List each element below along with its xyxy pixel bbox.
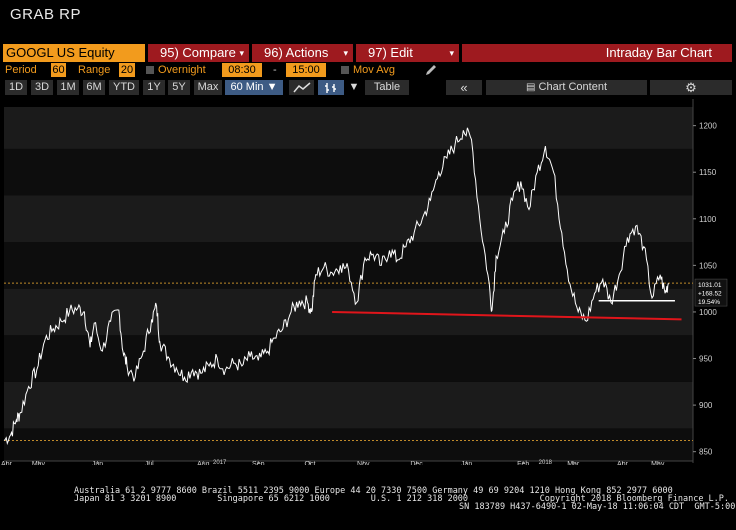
period-field[interactable]: 60 (51, 63, 66, 77)
chevron-down-icon[interactable]: ▼ (348, 81, 360, 93)
range-1d-button[interactable]: 1D (5, 80, 27, 95)
price-series-line (3, 127, 669, 446)
mov-avg-label: Mov Avg (353, 64, 395, 76)
actions-button[interactable]: 96) Actions ▾ (252, 44, 353, 62)
period-label: Period (5, 64, 37, 76)
footer-contacts-line2: Japan 81 3 3201 8900 Singapore 65 6212 1… (74, 494, 730, 504)
end-time-field[interactable]: 15:00 (286, 63, 326, 77)
x-tick-label: Oct (305, 461, 316, 465)
table-button[interactable]: Table (365, 80, 409, 95)
y-tick-label: 1200 (699, 122, 717, 131)
overnight-checkbox[interactable] (146, 66, 154, 74)
price-label-box (694, 278, 728, 307)
x-tick-label: Jan (461, 461, 472, 465)
chevron-down-icon: ▾ (449, 48, 454, 58)
grid-band (4, 242, 693, 289)
price-label-1: +168.52 (698, 291, 722, 298)
chart-type-label: Intraday Bar Chart (462, 44, 732, 62)
range-label: Range (78, 64, 111, 76)
y-tick-label: 850 (699, 448, 713, 457)
y-tick-label: 1000 (699, 308, 717, 317)
actions-label: 96) Actions (264, 45, 329, 60)
x-tick-label: Feb (517, 461, 529, 465)
edit-button[interactable]: 97) Edit ▾ (356, 44, 459, 62)
grid-band (4, 381, 693, 429)
x-tick-label: Apr (1, 461, 13, 465)
range-6m-button[interactable]: 6M (83, 80, 105, 95)
x-tick-label: Apr (617, 461, 629, 465)
overnight-label: Overnight (158, 64, 206, 76)
chevron-down-icon: ▾ (239, 48, 244, 58)
year-label: 2017 (213, 460, 227, 465)
x-tick-label: Dec (410, 461, 423, 465)
bar-chart-icon: ▤ (526, 82, 536, 93)
compare-button[interactable]: 95) Compare ▾ (148, 44, 249, 62)
range-5y-button[interactable]: 5Y (168, 80, 190, 95)
chevron-down-icon: ▾ (343, 48, 348, 58)
x-tick-label: Sep (252, 461, 265, 465)
y-tick-label: 900 (699, 401, 713, 410)
support-trendline (332, 310, 682, 321)
time-separator: - (273, 64, 277, 76)
x-tick-label: Jul (145, 461, 154, 465)
y-tick-label: 1100 (699, 215, 717, 224)
x-tick-label: Nov (357, 461, 370, 465)
grid-band (4, 335, 693, 382)
chart-content-label: Chart Content (538, 81, 607, 93)
range-max-button[interactable]: Max (194, 80, 222, 95)
x-tick-label: May (32, 461, 46, 465)
app-title: GRAB RP (10, 6, 82, 23)
range-field[interactable]: 20 (119, 63, 135, 77)
start-time-field[interactable]: 08:30 (222, 63, 262, 77)
x-tick-label: Jun (92, 461, 103, 465)
chart-svg: 850 900 950 1000 1050 1100 1150 1200 Apr May Jun Ju… (1, 99, 728, 465)
compare-label: 95) Compare (160, 45, 236, 60)
grid-band (4, 428, 693, 461)
price-label-0: 1031.01 (698, 282, 722, 289)
range-1y-button[interactable]: 1Y (143, 80, 165, 95)
grid-band (4, 107, 693, 149)
line-chart-icon[interactable] (289, 80, 314, 95)
bar-chart-icon[interactable] (318, 80, 344, 95)
x-tick-label: May (651, 461, 665, 465)
x-tick-label: Aug (197, 461, 210, 465)
price-label-2: 19.54% (698, 299, 720, 306)
price-chart[interactable]: 850 900 950 1000 1050 1100 1150 1200 Apr May Jun Ju… (0, 99, 736, 465)
y-tick-label: 1050 (699, 261, 717, 270)
mov-avg-checkbox[interactable] (341, 66, 349, 74)
collapse-button[interactable]: « (446, 80, 482, 95)
pencil-icon[interactable] (424, 63, 438, 77)
gear-icon[interactable]: ⚙ (650, 80, 732, 95)
year-label: 2018 (539, 460, 553, 465)
x-tick-label: Mar (567, 461, 580, 465)
interval-dropdown[interactable]: 60 Min ▼ (225, 80, 283, 95)
y-tick-label: 950 (699, 355, 713, 364)
range-3d-button[interactable]: 3D (31, 80, 53, 95)
footer-session-info: SN 183789 H437-6490-1 02-May-18 11:06:04… (459, 502, 736, 512)
chart-content-button[interactable]: ▤ Chart Content (486, 80, 647, 95)
y-tick-label: 1150 (699, 168, 717, 177)
ticker-field[interactable]: GOOGL US Equity (3, 44, 145, 62)
range-ytd-button[interactable]: YTD (109, 80, 139, 95)
grid-band (4, 195, 693, 243)
edit-label: 97) Edit (368, 45, 413, 60)
footer-contacts-line1: Australia 61 2 9777 8600 Brazil 5511 239… (74, 486, 673, 496)
range-1m-button[interactable]: 1M (57, 80, 79, 95)
grid-band (4, 148, 693, 196)
